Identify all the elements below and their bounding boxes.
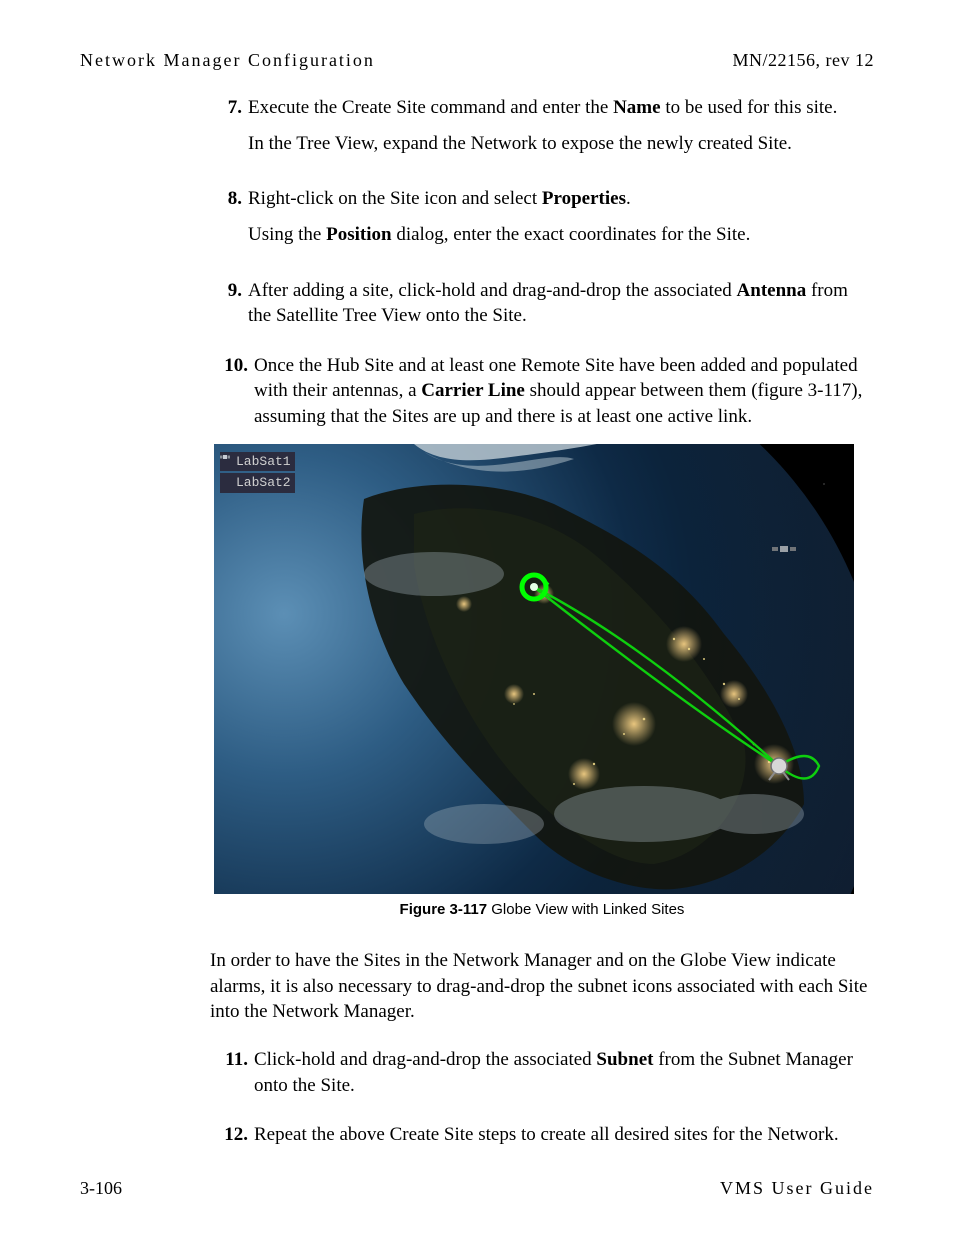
step-number: 9. [210,278,242,329]
satellite-item-2[interactable]: LabSat2 [220,473,295,493]
step-subtext: Using the Position dialog, enter the exa… [248,222,874,248]
globe-svg [214,444,854,894]
step-number: 7. [210,95,242,176]
step-10: 10. Once the Hub Site and at least one R… [210,353,874,430]
text: Right-click on the Site icon and select [248,188,542,209]
body-content: 7. Execute the Create Site command and e… [210,95,874,1148]
step-11: 11. Click-hold and drag-and-drop the ass… [210,1047,874,1098]
satellite-icon [222,478,232,488]
step-body: Once the Hub Site and at least one Remot… [254,353,874,430]
footer-page-number: 3-106 [80,1178,122,1199]
satellite-item-1[interactable]: LabSat1 [220,452,295,472]
satellite-list: LabSat1 LabSat2 [220,452,295,495]
step-7: 7. Execute the Create Site command and e… [210,95,874,176]
bold-position: Position [326,224,391,245]
figure-caption: Figure 3-117 Globe View with Linked Site… [210,900,874,920]
step-8: 8. Right-click on the Site icon and sele… [210,186,874,267]
step-body: Execute the Create Site command and ente… [248,95,874,176]
step-number: 12. [210,1122,248,1148]
globe-view: LabSat1 LabSat2 [214,444,854,894]
footer-doc-title: VMS User Guide [720,1178,874,1199]
step-body: Right-click on the Site icon and select … [248,186,874,267]
step-12: 12. Repeat the above Create Site steps t… [210,1122,874,1148]
step-number: 10. [210,353,248,430]
caption-text: Globe View with Linked Sites [487,901,684,918]
satellite-label: LabSat1 [236,453,291,471]
satellite-label: LabSat2 [236,474,291,492]
page-header: Network Manager Configuration MN/22156, … [80,50,874,71]
paragraph: In order to have the Sites in the Networ… [210,948,874,1025]
step-9: 9. After adding a site, click-hold and d… [210,278,874,329]
page-footer: 3-106 VMS User Guide [80,1178,874,1199]
header-section-title: Network Manager Configuration [80,50,375,71]
header-doc-id: MN/22156, rev 12 [733,50,875,71]
text: . [626,188,631,209]
text: dialog, enter the exact coordinates for … [392,224,751,245]
text: to be used for this site. [661,97,838,118]
step-subtext: In the Tree View, expand the Network to … [248,131,874,157]
text: Click-hold and drag-and-drop the associa… [254,1049,596,1070]
text: After adding a site, click-hold and drag… [248,280,737,301]
text: Execute the Create Site command and ente… [248,97,613,118]
step-body: After adding a site, click-hold and drag… [248,278,874,329]
document-page: Network Manager Configuration MN/22156, … [0,0,954,1249]
bold-properties: Properties [542,188,626,209]
caption-number: Figure 3-117 [400,901,488,918]
text: Using the [248,224,326,245]
step-number: 8. [210,186,242,267]
step-number: 11. [210,1047,248,1098]
step-body: Click-hold and drag-and-drop the associa… [254,1047,874,1098]
bold-carrier-line: Carrier Line [421,380,525,401]
bold-antenna: Antenna [737,280,807,301]
step-body: Repeat the above Create Site steps to cr… [254,1122,874,1148]
bold-subnet: Subnet [596,1049,653,1070]
figure-3-117: LabSat1 LabSat2 Figure 3-117 Globe View … [210,444,874,920]
bold-name: Name [613,97,660,118]
